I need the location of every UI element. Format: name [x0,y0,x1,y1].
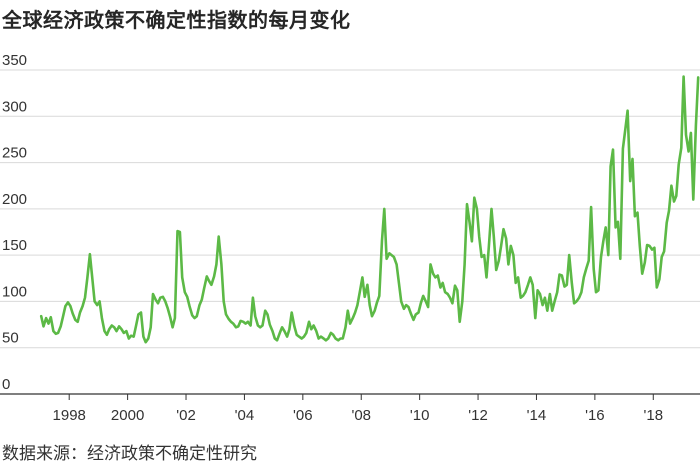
y-tick-label: 50 [2,330,19,347]
chart-title: 全球经济政策不确定性指数的每月变化 [2,8,351,32]
x-tick-label: '12 [468,407,488,424]
y-tick-label: 150 [2,237,27,254]
x-tick-label: '18 [643,407,663,424]
x-tick-label: '10 [410,407,430,424]
y-tick-label: 0 [2,376,10,393]
x-tick-label: '04 [235,407,255,424]
x-tick-label: '16 [585,407,605,424]
series-layer [39,75,700,344]
source-note: 数据来源：经济政策不确定性研究 [2,444,257,464]
y-axis: 0 50 100 150 200 250 300 350 [2,52,27,393]
x-tick-label: '14 [527,407,547,424]
gridlines [0,69,700,395]
x-tick-label: '08 [351,407,371,424]
x-tick-label: '06 [293,407,313,424]
x-tick-label: '02 [176,407,196,424]
y-tick-label: 300 [2,98,27,115]
series-line [39,75,700,344]
y-tick-label: 200 [2,191,27,208]
y-tick-label: 100 [2,283,27,300]
y-tick-label: 350 [2,52,27,69]
x-tick-label: 1998 [53,407,86,424]
x-tick-label: 2000 [111,407,144,424]
x-axis: 1998 2000 '02 '04 '06 '08 '10 '12 '14 '16 '18 [53,394,663,424]
y-tick-label: 250 [2,145,27,162]
